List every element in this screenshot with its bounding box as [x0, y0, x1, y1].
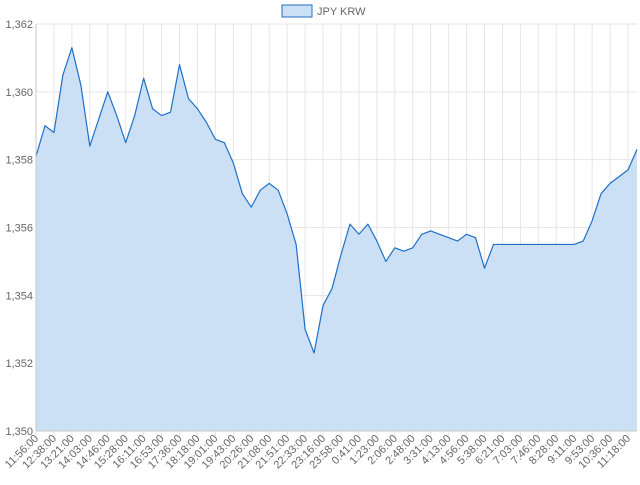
data-point[interactable]	[115, 114, 119, 118]
legend[interactable]: JPY KRW	[281, 4, 366, 18]
data-point[interactable]	[267, 181, 271, 185]
data-point[interactable]	[518, 242, 522, 246]
data-point[interactable]	[626, 168, 630, 172]
data-point[interactable]	[563, 242, 567, 246]
data-point[interactable]	[608, 181, 612, 185]
data-point[interactable]	[195, 107, 199, 111]
y-tick-label: 1,362	[5, 19, 33, 31]
data-point[interactable]	[438, 232, 442, 236]
data-point[interactable]	[178, 63, 182, 67]
data-point[interactable]	[402, 249, 406, 253]
y-tick-labels: 1,350 1,352 1,354 1,356 1,358 1,360 1,362	[5, 19, 33, 438]
y-tick-label: 1,352	[5, 358, 33, 370]
data-point[interactable]	[97, 117, 101, 121]
data-point[interactable]	[124, 141, 128, 145]
data-point[interactable]	[303, 327, 307, 331]
data-point[interactable]	[133, 114, 137, 118]
axes	[35, 24, 637, 432]
data-point[interactable]	[204, 120, 208, 124]
data-point[interactable]	[554, 242, 558, 246]
data-point[interactable]	[249, 205, 253, 209]
data-point[interactable]	[456, 239, 460, 243]
y-tick-label: 1,356	[5, 223, 33, 235]
legend-label[interactable]: JPY KRW	[317, 6, 366, 18]
data-point[interactable]	[545, 242, 549, 246]
data-point[interactable]	[474, 236, 478, 240]
data-point[interactable]	[142, 76, 146, 80]
data-point[interactable]	[599, 192, 603, 196]
data-point[interactable]	[61, 73, 65, 77]
data-point[interactable]	[617, 175, 621, 179]
legend-swatch[interactable]	[281, 4, 313, 18]
data-point[interactable]	[294, 242, 298, 246]
data-point[interactable]	[213, 137, 217, 141]
data-point[interactable]	[536, 242, 540, 246]
data-point[interactable]	[635, 147, 639, 151]
data-point[interactable]	[590, 219, 594, 223]
data-point[interactable]	[312, 351, 316, 355]
data-point[interactable]	[384, 259, 388, 263]
data-point[interactable]	[79, 83, 83, 87]
data-point[interactable]	[500, 242, 504, 246]
data-point[interactable]	[330, 287, 334, 291]
data-point[interactable]	[366, 222, 370, 226]
data-point[interactable]	[106, 90, 110, 94]
data-point[interactable]	[357, 232, 361, 236]
data-point[interactable]	[581, 239, 585, 243]
data-point[interactable]	[151, 107, 155, 111]
data-point[interactable]	[160, 114, 164, 118]
data-point[interactable]	[70, 46, 74, 50]
data-point[interactable]	[411, 246, 415, 250]
data-point[interactable]	[43, 124, 47, 128]
data-point[interactable]	[572, 242, 576, 246]
data-point[interactable]	[509, 242, 513, 246]
data-point[interactable]	[276, 188, 280, 192]
data-point[interactable]	[447, 236, 451, 240]
y-tick-label: 1,350	[5, 426, 33, 438]
data-point[interactable]	[339, 253, 343, 257]
series-line[interactable]	[35, 47, 638, 354]
data-point[interactable]	[258, 188, 262, 192]
data-point[interactable]	[285, 212, 289, 216]
data-point[interactable]	[375, 239, 379, 243]
data-point[interactable]	[169, 110, 173, 114]
x-tick-labels: 11:56:0012:38:0013:21:0014:03:0014:46:00…	[3, 433, 633, 472]
data-point[interactable]	[491, 242, 495, 246]
data-point[interactable]	[231, 161, 235, 165]
y-tick-label: 1,354	[5, 290, 33, 302]
data-point[interactable]	[222, 141, 226, 145]
data-point[interactable]	[348, 222, 352, 226]
data-point[interactable]	[52, 131, 56, 135]
y-tick-label: 1,358	[5, 155, 33, 167]
y-tick-label: 1,360	[5, 87, 33, 99]
data-point[interactable]	[393, 246, 397, 250]
data-point[interactable]	[429, 229, 433, 233]
data-point[interactable]	[465, 232, 469, 236]
data-point[interactable]	[527, 242, 531, 246]
data-point[interactable]	[321, 304, 325, 308]
data-point[interactable]	[240, 192, 244, 196]
data-point[interactable]	[483, 266, 487, 270]
series-area-fill	[36, 47, 637, 432]
series-area-layer	[35, 46, 639, 432]
data-point[interactable]	[420, 232, 424, 236]
data-point[interactable]	[186, 97, 190, 101]
data-point[interactable]	[88, 144, 92, 148]
